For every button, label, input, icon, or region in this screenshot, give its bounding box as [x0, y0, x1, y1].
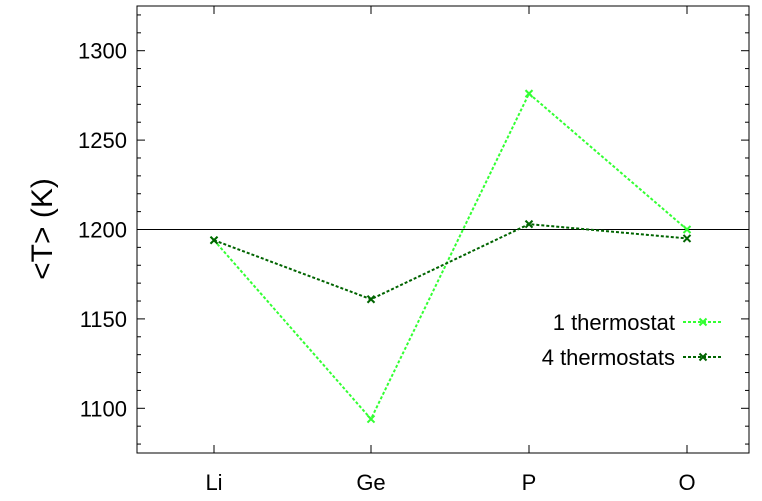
data-point — [682, 234, 692, 243]
legend-marker — [698, 352, 708, 362]
series-layer — [209, 89, 692, 424]
data-point — [524, 219, 534, 229]
y-tick-label: 1300 — [78, 39, 127, 64]
series-line — [213, 92, 688, 421]
series-2 — [209, 219, 692, 304]
x-tick-label: O — [678, 470, 695, 495]
y-tick-label: 1200 — [78, 218, 127, 243]
x-tick-label: Li — [205, 470, 222, 495]
legend-label: 1 thermostat — [553, 310, 675, 335]
legend-entry: 4 thermostats — [542, 345, 723, 370]
x-tick-labels: Li Ge P O — [205, 470, 695, 495]
data-point — [524, 89, 534, 98]
data-point — [682, 225, 692, 234]
series-1 — [209, 89, 692, 424]
x-tick-label: P — [522, 470, 537, 495]
y-tick-labels: 1100 1150 1200 1250 1300 — [78, 39, 127, 422]
minor-ticks — [137, 14, 749, 445]
legend-marker — [698, 317, 708, 327]
y-tick-label: 1100 — [80, 396, 127, 421]
data-point — [366, 414, 376, 424]
legend: 1 thermostat 4 thermostats — [542, 310, 723, 370]
legend-label: 4 thermostats — [542, 345, 675, 370]
y-tick-label: 1150 — [80, 307, 127, 332]
y-tick-label: 1250 — [78, 128, 127, 153]
legend-entry: 1 thermostat — [553, 310, 723, 335]
x-tick-label: Ge — [356, 470, 385, 495]
data-point — [366, 295, 376, 304]
y-axis-title: <T> (K) — [26, 178, 59, 280]
data-point — [209, 236, 219, 245]
series-line — [213, 223, 688, 301]
